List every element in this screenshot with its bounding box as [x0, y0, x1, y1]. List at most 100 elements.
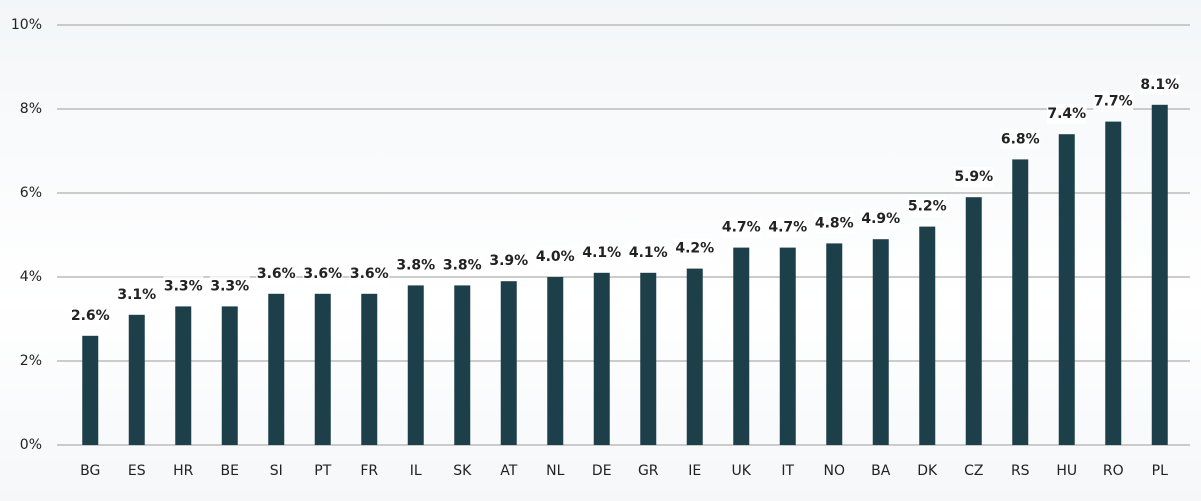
value-label-bg [1000, 129, 1041, 150]
bar [640, 272, 657, 445]
value-label-bg [535, 247, 576, 267]
bar [686, 268, 703, 445]
value-label-bg [395, 255, 436, 276]
value-label-bg [349, 263, 390, 284]
value-label: 4.0% [536, 249, 575, 265]
x-tick-label: DE [592, 463, 612, 479]
x-tick-label: RO [1103, 463, 1124, 479]
value-label-bg [163, 276, 204, 297]
x-tick-label: DK [917, 463, 938, 479]
x-tick-label: UK [732, 463, 752, 479]
value-label: 8.1% [1140, 77, 1179, 93]
value-label: 3.1% [117, 287, 156, 303]
value-label: 4.1% [629, 245, 668, 261]
x-tick-label: NO [824, 463, 846, 479]
value-label-bg [953, 167, 994, 188]
value-label-bg [581, 242, 622, 263]
y-tick-label: 0% [20, 437, 42, 453]
value-label: 4.2% [675, 241, 714, 257]
value-label: 3.6% [303, 266, 342, 282]
value-label: 4.9% [861, 211, 900, 227]
y-tick-label: 6% [20, 185, 42, 201]
value-label-bg [488, 251, 529, 272]
bar [826, 243, 843, 445]
x-tick-label: BA [871, 463, 891, 479]
bar [175, 306, 192, 445]
bar [454, 285, 471, 445]
value-label-bg [721, 217, 762, 238]
value-label: 3.8% [396, 257, 435, 273]
bar [965, 197, 982, 445]
x-tick-label: IE [688, 463, 701, 479]
value-label-bg [1139, 74, 1180, 95]
y-tick-label: 8% [20, 101, 42, 117]
value-label-bg [628, 242, 669, 263]
x-tick-label: ES [128, 463, 146, 479]
bar [1151, 104, 1168, 446]
x-tick-label: GR [638, 463, 659, 479]
bar [128, 314, 145, 445]
value-label: 3.3% [164, 278, 203, 294]
value-label: 3.8% [443, 257, 482, 273]
bar [361, 293, 378, 445]
bar [82, 335, 99, 445]
value-label: 5.2% [908, 199, 947, 215]
value-label-bg [1093, 91, 1134, 112]
bar [500, 281, 517, 445]
value-label: 4.1% [582, 245, 621, 261]
x-tick-label: IL [410, 463, 422, 479]
value-label-bg [70, 305, 111, 326]
x-tick-label: AT [500, 463, 517, 479]
value-label: 4.7% [768, 220, 807, 236]
value-label: 6.8% [1001, 131, 1040, 147]
y-tick-label: 4% [20, 269, 42, 285]
x-tick-label: BE [221, 463, 239, 479]
x-tick-label: NL [546, 463, 564, 479]
value-label-bg [116, 284, 157, 305]
value-label: 2.6% [71, 308, 110, 324]
value-label-bg [814, 213, 855, 234]
bar [407, 285, 424, 445]
bar [221, 306, 238, 445]
value-label-bg [860, 209, 901, 230]
bar [1105, 121, 1122, 445]
x-tick-label: IT [781, 463, 794, 479]
x-tick-label: HR [173, 463, 194, 479]
x-tick-label: SI [270, 463, 283, 479]
value-label-bg [209, 276, 250, 297]
x-tick-label: CZ [964, 463, 983, 479]
value-label: 3.6% [257, 266, 296, 282]
value-label-bg [256, 263, 297, 284]
value-label: 4.7% [722, 220, 761, 236]
value-label: 4.8% [815, 215, 854, 231]
bar [268, 293, 285, 445]
bar [314, 293, 331, 445]
value-label-bg [674, 238, 715, 259]
x-tick-label: SK [453, 463, 472, 479]
bar [547, 277, 564, 445]
value-label-bg [907, 196, 948, 217]
bar [593, 272, 610, 445]
value-label: 5.9% [954, 169, 993, 185]
bar [779, 247, 796, 445]
value-label: 3.6% [350, 266, 389, 282]
value-label-bg [442, 255, 483, 276]
y-tick-label: 2% [20, 353, 42, 369]
value-label: 3.9% [489, 253, 528, 269]
x-tick-label: PT [314, 463, 331, 479]
bar [1012, 159, 1029, 445]
x-tick-label: BG [80, 463, 100, 479]
value-label: 7.7% [1094, 94, 1133, 110]
bar [1058, 134, 1075, 445]
y-tick-label: 10% [11, 17, 42, 33]
value-label-bg [1046, 104, 1087, 125]
x-tick-label: FR [360, 463, 378, 479]
x-tick-label: HU [1056, 463, 1077, 479]
value-label: 7.4% [1047, 106, 1086, 122]
value-label-bg [767, 217, 808, 238]
x-tick-label: RS [1011, 463, 1030, 479]
value-label-bg [302, 263, 343, 284]
bar [919, 226, 936, 445]
value-label: 3.3% [210, 278, 249, 294]
